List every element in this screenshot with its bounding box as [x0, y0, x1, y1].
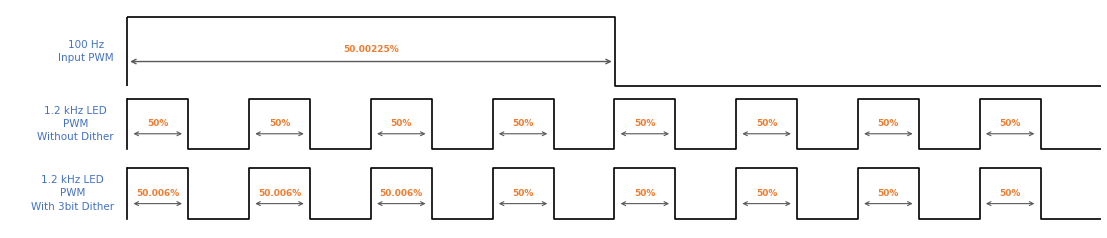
Text: 50%: 50%	[147, 119, 168, 128]
Text: 50%: 50%	[269, 119, 290, 128]
Text: 50%: 50%	[391, 119, 412, 128]
Text: 50%: 50%	[634, 189, 655, 198]
Text: 50.00225%: 50.00225%	[343, 45, 399, 54]
Text: 50.006%: 50.006%	[380, 189, 423, 198]
Text: 50%: 50%	[513, 119, 534, 128]
Text: 1.2 kHz LED
PWM
Without Dither: 1.2 kHz LED PWM Without Dither	[38, 106, 114, 142]
Text: 1.2 kHz LED
PWM
With 3bit Dither: 1.2 kHz LED PWM With 3bit Dither	[31, 175, 114, 212]
Text: 50%: 50%	[756, 119, 777, 128]
Text: 50%: 50%	[756, 189, 777, 198]
Text: 50%: 50%	[878, 189, 899, 198]
Text: 50%: 50%	[513, 189, 534, 198]
Text: 50.006%: 50.006%	[258, 189, 301, 198]
Text: 100 Hz
Input PWM: 100 Hz Input PWM	[59, 40, 114, 63]
Text: 50%: 50%	[634, 119, 655, 128]
Text: 50.006%: 50.006%	[136, 189, 179, 198]
Text: 50%: 50%	[878, 119, 899, 128]
Text: 50%: 50%	[1000, 119, 1021, 128]
Text: 50%: 50%	[1000, 189, 1021, 198]
